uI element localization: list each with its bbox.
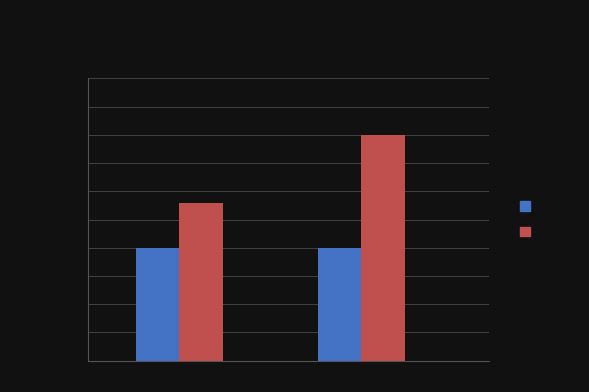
Legend: , : ,: [515, 195, 539, 244]
Bar: [362, 135, 405, 361]
Bar: [180, 203, 223, 361]
Bar: [135, 248, 180, 361]
Bar: [317, 248, 362, 361]
